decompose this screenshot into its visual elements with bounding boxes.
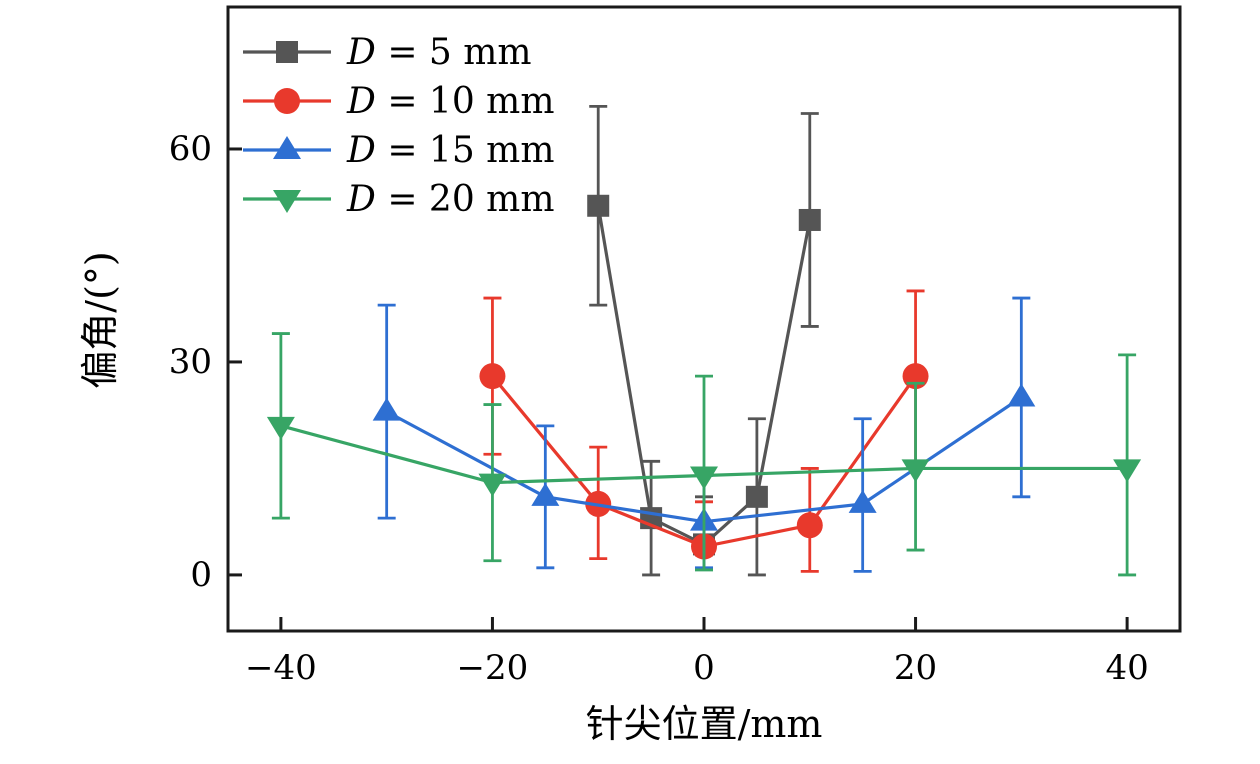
- legend-label: D = 20 mm: [346, 179, 554, 220]
- triangle-up-marker-icon: [531, 482, 560, 506]
- circle-legend-marker-icon: [274, 88, 300, 114]
- plot-frame: [226, 5, 1182, 633]
- square-marker-icon: [798, 208, 821, 231]
- x-tick-label: 40: [1105, 648, 1148, 688]
- square-marker-icon: [745, 485, 768, 508]
- square-legend-marker-icon: [276, 41, 298, 63]
- x-tick-label: 0: [693, 648, 715, 688]
- legend-label: D = 15 mm: [346, 130, 554, 171]
- triangle-down-marker-icon: [266, 416, 295, 440]
- triangle-up-marker-icon: [848, 489, 877, 513]
- triangle-down-marker-icon: [690, 466, 718, 490]
- y-tick-label: 0: [190, 555, 212, 595]
- y-tick-label: 30: [169, 342, 212, 382]
- circle-marker-icon: [796, 512, 823, 539]
- circle-marker-icon: [479, 363, 506, 390]
- legend-label: D = 5 mm: [346, 32, 532, 73]
- legend-entry-d-20-mm: D = 20 mm: [243, 179, 554, 220]
- series-d-20-mm: [266, 332, 1142, 577]
- x-axis-ticks: −40 −20 0 20 40: [245, 617, 1149, 688]
- x-axis-label: 针尖位置/mm: [586, 702, 823, 746]
- triangle-up-marker-icon: [1007, 383, 1036, 407]
- x-tick-label: −40: [245, 648, 317, 688]
- x-tick-label: 20: [894, 648, 937, 688]
- legend-label: D = 10 mm: [346, 81, 554, 122]
- triangle-up-marker-icon: [372, 397, 401, 421]
- triangle-down-marker-icon: [1113, 459, 1142, 483]
- triangle-down-legend-marker-icon: [273, 190, 301, 213]
- square-marker-icon: [587, 194, 610, 217]
- legend-entry-d-15-mm: D = 15 mm: [243, 130, 554, 171]
- triangle-down-marker-icon: [901, 459, 930, 483]
- x-tick-label: −20: [457, 648, 529, 688]
- triangle-down-marker-icon: [478, 473, 507, 497]
- y-axis-ticks: 0 30 60: [169, 129, 242, 595]
- legend: D = 5 mm D = 10 mm D = 15 mm D = 20 mm: [243, 32, 554, 220]
- legend-entry-d-10-mm: D = 10 mm: [243, 81, 554, 122]
- y-tick-label: 60: [169, 129, 212, 169]
- legend-entry-d-5-mm: D = 5 mm: [243, 32, 532, 73]
- y-axis-label: 偏角/(°): [78, 251, 122, 388]
- triangle-up-legend-marker-icon: [273, 136, 301, 159]
